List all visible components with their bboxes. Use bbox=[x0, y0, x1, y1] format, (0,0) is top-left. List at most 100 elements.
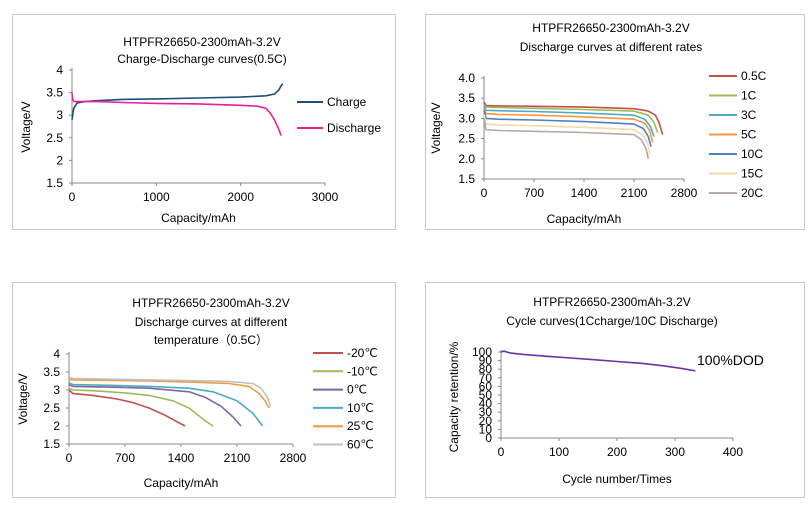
y-tick-label: 2 bbox=[53, 419, 60, 433]
chart-subtitle: temperature（0.5C） bbox=[154, 333, 268, 347]
legend-label: 15C bbox=[741, 167, 763, 181]
series-line bbox=[71, 92, 282, 136]
x-tick-label: 300 bbox=[665, 445, 685, 459]
series-line bbox=[483, 108, 654, 143]
series-line bbox=[68, 376, 272, 407]
x-tick-label: 2100 bbox=[621, 186, 648, 200]
chart-title: HTPFR26650-2300mAh-3.2V bbox=[132, 296, 289, 310]
y-tick-label: 2.5 bbox=[43, 401, 60, 415]
legend-label: 20C bbox=[741, 186, 763, 200]
y-tick-label: 2.5 bbox=[46, 131, 63, 145]
legend-label: 25℃ bbox=[347, 419, 374, 433]
legend-label: 10C bbox=[741, 147, 763, 161]
x-tick-label: 0 bbox=[69, 190, 76, 204]
chart-title: HTPFR26650-2300mAh-3.2V bbox=[533, 295, 690, 309]
chart-subtitle: Charge-Discharge curves(0.5C) bbox=[117, 52, 286, 66]
x-axis-label: Capacity/mAh bbox=[547, 212, 622, 226]
series-line bbox=[68, 387, 214, 427]
legend-label: 60℃ bbox=[347, 438, 374, 452]
y-tick-label: 10 bbox=[479, 422, 493, 436]
x-tick-label: 1000 bbox=[143, 190, 170, 204]
x-tick-label: 3000 bbox=[312, 190, 339, 204]
legend-label: Charge bbox=[327, 95, 367, 109]
legend-label: 3C bbox=[741, 108, 757, 122]
legend-label: 5C bbox=[741, 128, 757, 142]
chart-panel-discharge-rates bbox=[425, 14, 805, 230]
y-tick-label: 100 bbox=[472, 345, 492, 359]
series-line bbox=[68, 383, 242, 427]
series-line bbox=[483, 118, 650, 159]
chart-annotation: 100%DOD bbox=[697, 352, 764, 368]
x-tick-label: 200 bbox=[607, 445, 627, 459]
series-line bbox=[68, 389, 186, 427]
y-tick-label: 0 bbox=[485, 431, 492, 445]
chart-panel-charge-discharge bbox=[12, 14, 396, 230]
y-tick-label: 60 bbox=[479, 379, 493, 393]
series-line bbox=[483, 103, 659, 133]
y-tick-label: 70 bbox=[479, 371, 493, 385]
series-line bbox=[68, 382, 264, 427]
series-line bbox=[71, 83, 284, 120]
x-tick-label: 100 bbox=[549, 445, 569, 459]
y-tick-label: 4 bbox=[53, 347, 60, 361]
legend-label: 1C bbox=[741, 89, 757, 103]
y-axis-label: Capacity retention/% bbox=[447, 341, 461, 452]
y-tick-label: 40 bbox=[479, 397, 493, 411]
series-line bbox=[68, 378, 270, 409]
y-axis-label: Voltage/V bbox=[16, 373, 30, 424]
x-axis-label: Capacity/mAh bbox=[161, 211, 236, 225]
y-axis-label: Voltage/V bbox=[19, 101, 33, 152]
series-line bbox=[483, 114, 651, 155]
legend-label: 0℃ bbox=[347, 383, 367, 397]
x-tick-label: 700 bbox=[524, 186, 544, 200]
chart-subtitle: Cycle curves(1Ccharge/10C Discharge) bbox=[506, 314, 717, 328]
chart-title: HTPFR26650-2300mAh-3.2V bbox=[532, 21, 689, 35]
chart-subtitle: Discharge curves at different bbox=[135, 315, 288, 329]
y-tick-label: 2.5 bbox=[458, 132, 475, 146]
legend-label: -20℃ bbox=[347, 346, 378, 360]
y-tick-label: 2.0 bbox=[458, 152, 475, 166]
x-tick-label: 1400 bbox=[168, 451, 195, 465]
y-tick-label: 1.5 bbox=[458, 172, 475, 186]
chart-subtitle: Discharge curves at different rates bbox=[520, 40, 703, 54]
x-axis-label: Cycle number/Times bbox=[562, 472, 672, 486]
x-tick-label: 400 bbox=[723, 445, 743, 459]
x-tick-label: 2000 bbox=[227, 190, 254, 204]
series-line bbox=[483, 110, 652, 147]
x-tick-label: 700 bbox=[115, 451, 135, 465]
y-tick-label: 4 bbox=[56, 63, 63, 77]
x-axis-label: Capacity/mAh bbox=[144, 476, 219, 490]
y-tick-label: 50 bbox=[479, 388, 493, 402]
y-tick-label: 1.5 bbox=[46, 176, 63, 190]
y-tick-label: 90 bbox=[479, 354, 493, 368]
y-tick-label: 2 bbox=[56, 153, 63, 167]
y-tick-label: 3.0 bbox=[458, 111, 475, 125]
y-axis-label: Voltage/V bbox=[429, 102, 443, 153]
legend-label: Discharge bbox=[327, 121, 381, 135]
y-tick-label: 80 bbox=[479, 362, 493, 376]
y-tick-label: 3.5 bbox=[46, 86, 63, 100]
x-tick-label: 2800 bbox=[671, 186, 698, 200]
series-line bbox=[483, 101, 664, 135]
x-tick-label: 1400 bbox=[571, 186, 598, 200]
y-tick-label: 3 bbox=[56, 108, 63, 122]
legend-label: 0.5C bbox=[741, 69, 767, 83]
chart-panel-cycle bbox=[425, 282, 805, 498]
y-tick-label: 4.0 bbox=[458, 71, 475, 85]
x-tick-label: 2800 bbox=[280, 451, 307, 465]
series-line bbox=[500, 350, 696, 372]
y-tick-label: 3.5 bbox=[43, 365, 60, 379]
legend-label: -10℃ bbox=[347, 364, 378, 378]
x-tick-label: 0 bbox=[498, 445, 505, 459]
legend-label: 10℃ bbox=[347, 401, 374, 415]
y-tick-label: 3 bbox=[53, 383, 60, 397]
series-line bbox=[483, 105, 655, 137]
chart-title: HTPFR26650-2300mAh-3.2V bbox=[123, 35, 280, 49]
y-tick-label: 3.5 bbox=[458, 91, 475, 105]
y-tick-label: 30 bbox=[479, 405, 493, 419]
x-tick-label: 2100 bbox=[224, 451, 251, 465]
x-tick-label: 0 bbox=[481, 186, 488, 200]
y-tick-label: 20 bbox=[479, 414, 493, 428]
y-tick-label: 1.5 bbox=[43, 437, 60, 451]
